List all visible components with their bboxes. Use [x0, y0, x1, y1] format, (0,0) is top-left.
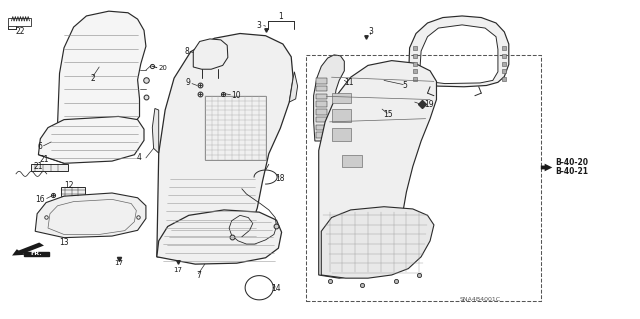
Polygon shape [319, 61, 436, 278]
Polygon shape [408, 16, 509, 87]
Polygon shape [419, 25, 498, 84]
Text: B-40-21: B-40-21 [556, 167, 589, 176]
Text: 13: 13 [59, 238, 69, 247]
Text: 10: 10 [230, 91, 241, 100]
Text: 12: 12 [64, 181, 74, 190]
Text: 14: 14 [271, 284, 282, 293]
Bar [316, 78, 327, 84]
Polygon shape [38, 116, 144, 163]
Polygon shape [342, 155, 362, 167]
Text: SNA4B4001C: SNA4B4001C [460, 297, 500, 302]
Bar [31, 164, 68, 171]
Text: 21: 21 [40, 155, 49, 164]
Bar [316, 101, 327, 107]
Text: 11: 11 [344, 78, 353, 87]
Polygon shape [157, 33, 293, 258]
Text: 17: 17 [114, 260, 123, 266]
Polygon shape [35, 193, 146, 238]
Text: 1: 1 [278, 12, 284, 21]
Text: 8: 8 [184, 47, 189, 56]
Text: 4: 4 [137, 153, 142, 162]
Text: 18: 18 [276, 174, 285, 183]
Polygon shape [321, 207, 434, 278]
Text: 16: 16 [35, 195, 45, 204]
Text: 3: 3 [369, 27, 374, 36]
Bar [316, 132, 327, 138]
Polygon shape [314, 55, 344, 141]
Bar [316, 125, 327, 130]
Text: 19: 19 [424, 100, 434, 109]
Text: 9: 9 [186, 78, 191, 87]
FancyBboxPatch shape [24, 252, 49, 256]
Polygon shape [289, 72, 298, 102]
Bar [316, 117, 327, 122]
Text: 2: 2 [90, 74, 95, 83]
Bar [8, 18, 31, 26]
Polygon shape [332, 109, 351, 122]
Text: FR.: FR. [31, 251, 42, 256]
Polygon shape [157, 210, 282, 264]
Bar [306, 55, 541, 301]
Text: 21: 21 [34, 162, 43, 171]
Text: 7: 7 [196, 271, 201, 280]
Bar [61, 187, 85, 196]
Text: 20: 20 [159, 65, 168, 71]
Text: 17: 17 [173, 267, 182, 272]
Text: 22: 22 [15, 27, 24, 36]
Text: 5: 5 [402, 81, 407, 90]
FancyArrow shape [12, 242, 44, 256]
Bar [316, 86, 327, 91]
Polygon shape [193, 39, 228, 69]
FancyArrow shape [541, 164, 552, 171]
Polygon shape [332, 128, 351, 141]
Polygon shape [58, 11, 146, 131]
Polygon shape [152, 108, 159, 153]
Text: B-40-20: B-40-20 [556, 158, 589, 167]
Polygon shape [351, 73, 384, 139]
Text: 6: 6 [37, 142, 42, 151]
Polygon shape [332, 93, 351, 103]
Bar [316, 94, 327, 99]
Text: 15: 15 [383, 110, 394, 119]
Text: 3: 3 [256, 21, 261, 30]
Bar [316, 109, 327, 115]
